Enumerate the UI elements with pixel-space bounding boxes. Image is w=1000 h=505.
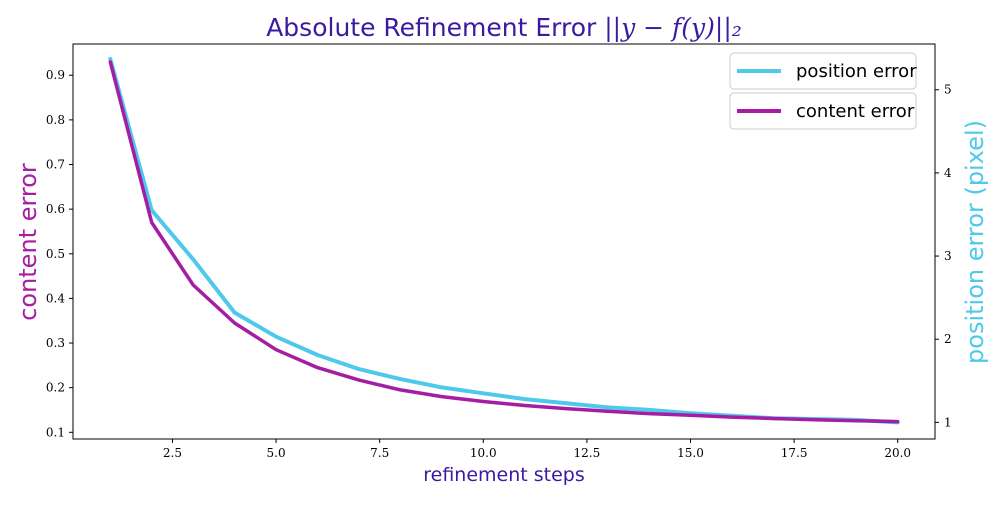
x-tick-label: 17.5 — [781, 446, 808, 460]
y-left-tick-label: 0.1 — [46, 425, 65, 439]
legend-box-content — [729, 92, 917, 130]
x-tick-label: 2.5 — [163, 446, 182, 460]
y-left-axis-label: content error — [14, 163, 42, 321]
x-tick-label: 12.5 — [574, 446, 601, 460]
y-left-tick-label: 0.5 — [46, 247, 65, 261]
legend-box-position — [729, 52, 917, 90]
legend: position error content error — [729, 52, 917, 130]
y-right-tick-label: 4 — [944, 166, 952, 180]
chart-title: Absolute Refinement Error ||y − f(y)||₂ — [266, 13, 742, 43]
x-tick-label: 20.0 — [884, 446, 911, 460]
legend-label-content-error: content error — [796, 101, 915, 122]
x-tick-label: 7.5 — [370, 446, 389, 460]
y-left-tick-label: 0.6 — [46, 202, 65, 216]
y-right-axis-ticks: 1 2 3 4 5 — [935, 83, 952, 429]
y-left-tick-label: 0.4 — [46, 291, 65, 305]
y-left-tick-label: 0.2 — [46, 381, 65, 395]
y-right-tick-label: 3 — [944, 249, 952, 263]
y-right-tick-label: 1 — [944, 415, 952, 429]
x-tick-label: 10.0 — [470, 446, 497, 460]
x-tick-label: 5.0 — [267, 446, 286, 460]
y-left-tick-label: 0.9 — [46, 68, 65, 82]
y-right-axis-label: position error (pixel) — [961, 120, 989, 364]
x-tick-label: 15.0 — [677, 446, 704, 460]
x-axis-ticks: 2.5 5.0 7.5 10.0 12.5 15.0 17.5 20.0 — [163, 439, 911, 460]
y-left-tick-label: 0.3 — [46, 336, 65, 350]
plot-frame — [72, 43, 936, 440]
legend-label-position-error: position error — [796, 61, 917, 82]
y-right-tick-label: 5 — [944, 83, 952, 97]
series-lines — [108, 57, 900, 425]
content-error-line — [108, 60, 900, 424]
x-axis-label: refinement steps — [423, 464, 585, 486]
y-left-axis-ticks: 0.1 0.2 0.3 0.4 0.5 0.6 0.7 0.8 0.9 — [46, 68, 73, 439]
y-right-tick-label: 2 — [944, 332, 952, 346]
y-left-tick-label: 0.7 — [46, 158, 65, 172]
y-left-tick-label: 0.8 — [46, 113, 65, 127]
